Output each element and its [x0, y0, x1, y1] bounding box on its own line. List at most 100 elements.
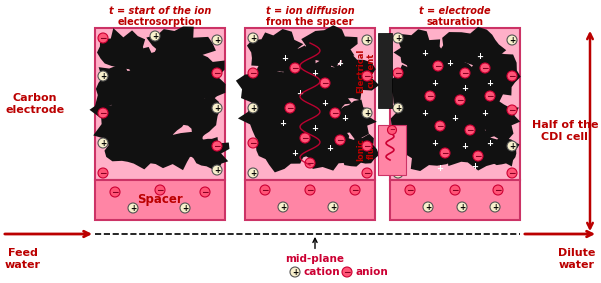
Text: −: − [474, 152, 482, 161]
Text: −: − [451, 186, 459, 195]
Circle shape [465, 125, 475, 135]
Circle shape [393, 33, 403, 43]
Circle shape [342, 267, 352, 277]
Text: +: + [214, 166, 220, 175]
Text: −: − [249, 69, 257, 78]
Text: −: − [111, 188, 119, 197]
Text: −: − [394, 139, 401, 148]
Polygon shape [284, 119, 325, 152]
Text: +: + [432, 79, 439, 88]
Text: +: + [341, 114, 349, 123]
Text: −: − [508, 72, 516, 81]
Text: +: + [486, 79, 493, 88]
Text: Dilute
water: Dilute water [558, 248, 595, 270]
Circle shape [212, 68, 222, 78]
Text: +: + [459, 203, 465, 212]
Text: Feed
water: Feed water [5, 248, 41, 270]
Bar [245, 28, 375, 180]
Text: t = start of the ion: t = start of the ion [109, 6, 211, 16]
Circle shape [485, 91, 495, 101]
Circle shape [423, 202, 433, 212]
Text: −: − [351, 186, 359, 195]
Circle shape [507, 35, 517, 45]
Text: +: + [432, 139, 439, 148]
Polygon shape [290, 93, 348, 135]
Bar [95, 180, 225, 220]
Polygon shape [486, 132, 519, 166]
Text: −: − [363, 169, 371, 178]
Text: −: − [508, 106, 516, 115]
Circle shape [388, 125, 397, 134]
Text: +: + [330, 203, 336, 212]
Circle shape [248, 168, 258, 178]
Text: from the spacer: from the spacer [266, 17, 353, 27]
Circle shape [128, 203, 138, 213]
Polygon shape [338, 134, 379, 167]
Polygon shape [391, 93, 451, 141]
Circle shape [350, 185, 360, 195]
Circle shape [212, 141, 222, 151]
Text: +: + [395, 34, 401, 43]
Circle shape [212, 35, 222, 45]
Circle shape [98, 138, 108, 148]
Circle shape [305, 158, 315, 168]
Text: +: + [100, 72, 106, 81]
Polygon shape [332, 100, 377, 141]
Circle shape [507, 105, 517, 115]
Circle shape [457, 202, 467, 212]
Circle shape [200, 187, 210, 197]
Text: +: + [364, 36, 370, 45]
Text: anion: anion [355, 267, 388, 277]
Text: mid-plane: mid-plane [285, 238, 344, 264]
Text: −: − [456, 96, 464, 105]
Text: +: + [100, 139, 106, 148]
Text: −: − [307, 159, 314, 168]
Polygon shape [431, 119, 468, 152]
Text: −: − [99, 169, 107, 178]
Polygon shape [439, 27, 506, 70]
Text: t = electrode: t = electrode [419, 6, 491, 16]
Circle shape [150, 31, 160, 41]
Text: +: + [472, 162, 478, 171]
Circle shape [362, 108, 372, 118]
Circle shape [330, 108, 340, 118]
Polygon shape [146, 27, 216, 71]
Circle shape [155, 185, 165, 195]
Polygon shape [419, 61, 490, 111]
Text: +: + [279, 119, 287, 128]
Circle shape [507, 71, 517, 81]
Text: Ionic
flux: Ionic flux [356, 139, 376, 161]
Polygon shape [395, 128, 457, 171]
Circle shape [435, 121, 445, 131]
Text: Half of the
CDI cell: Half of the CDI cell [531, 120, 598, 142]
Polygon shape [426, 46, 459, 79]
Circle shape [98, 108, 108, 118]
Text: +: + [509, 36, 515, 45]
Text: +: + [481, 109, 489, 118]
Text: +: + [395, 169, 401, 178]
Text: +: + [291, 149, 299, 158]
Text: −: − [436, 122, 444, 131]
Circle shape [433, 61, 443, 71]
Text: −: − [466, 126, 474, 135]
Text: +: + [250, 169, 256, 178]
Text: −: − [201, 188, 209, 197]
Text: +: + [492, 203, 498, 212]
Polygon shape [102, 127, 155, 169]
Text: −: − [213, 142, 221, 151]
Text: +: + [292, 268, 298, 277]
Circle shape [473, 151, 483, 161]
Text: t = ion diffusion: t = ion diffusion [266, 6, 355, 16]
Text: +: + [477, 52, 483, 61]
Circle shape [335, 135, 345, 145]
Circle shape [98, 168, 108, 178]
Circle shape [393, 138, 403, 148]
Polygon shape [280, 54, 347, 111]
Circle shape [248, 33, 258, 43]
Polygon shape [322, 53, 379, 100]
Text: −: − [363, 142, 371, 151]
Polygon shape [175, 97, 221, 140]
Text: +: + [509, 142, 515, 151]
Polygon shape [434, 88, 492, 140]
Text: −: − [286, 104, 294, 113]
